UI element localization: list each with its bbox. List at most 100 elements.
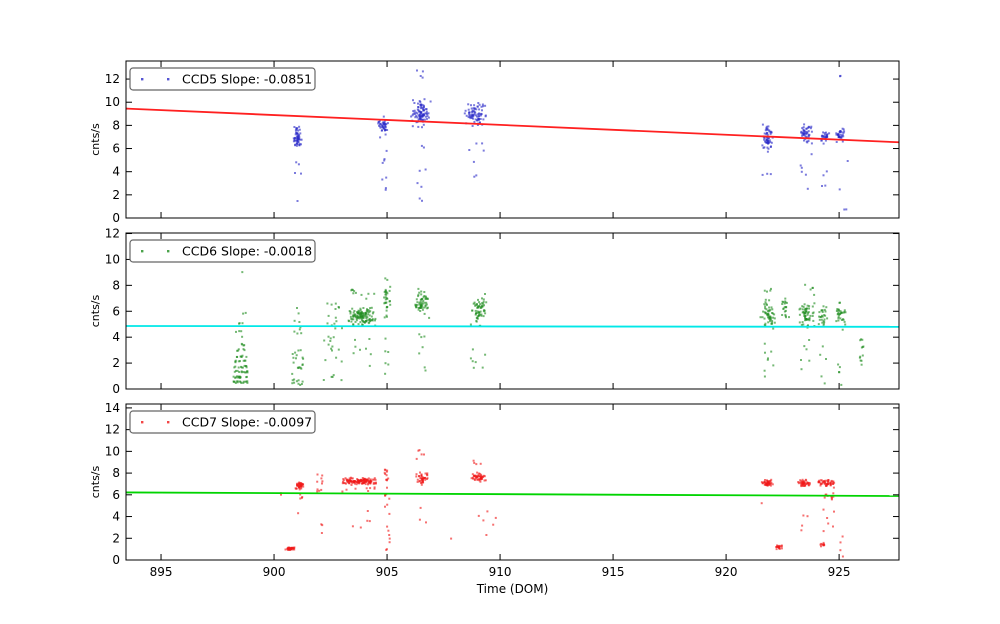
scatter-point	[474, 313, 477, 316]
scatter-point	[473, 110, 476, 113]
scatter-point	[330, 303, 333, 306]
scatter-point	[481, 109, 483, 112]
scatter-point	[242, 359, 245, 362]
scatter-point	[382, 121, 385, 124]
x-tick-label: 895	[150, 565, 173, 579]
scatter-point	[280, 493, 282, 496]
scatter-point	[240, 382, 243, 384]
scatter-point	[764, 307, 767, 310]
scatter-point	[419, 471, 421, 474]
scatter-point	[329, 340, 332, 342]
scatter-point	[803, 123, 806, 126]
scatter-point	[471, 125, 474, 127]
scatter-point	[368, 311, 371, 314]
scatter-point	[482, 300, 485, 303]
scatter-point	[822, 508, 825, 511]
scatter-point	[426, 472, 429, 475]
scatter-point	[412, 99, 414, 102]
scatter-point	[492, 523, 495, 526]
y-tick-label: 12	[105, 423, 120, 437]
scatter-point	[423, 98, 426, 101]
scatter-point	[473, 478, 476, 481]
scatter-point	[772, 316, 775, 319]
scatter-point	[828, 132, 831, 135]
scatter-point	[366, 309, 369, 311]
scatter-point	[801, 132, 804, 135]
scatter-point	[473, 104, 476, 107]
scatter-point	[478, 314, 480, 317]
scatter-point	[424, 296, 427, 299]
scatter-point	[423, 312, 426, 315]
scatter-point	[421, 308, 424, 311]
scatter-point	[784, 297, 787, 300]
scatter-point	[768, 129, 771, 132]
scatter-series-ccd7	[279, 449, 844, 558]
scatter-point	[326, 322, 329, 325]
scatter-point	[300, 143, 302, 146]
scatter-point	[386, 306, 389, 308]
scatter-point	[477, 102, 480, 104]
scatter-point	[354, 482, 357, 485]
scatter-point	[810, 142, 813, 145]
scatter-point	[369, 480, 372, 483]
scatter-point	[475, 463, 478, 466]
scatter-point	[359, 348, 361, 351]
scatter-point	[358, 316, 361, 319]
scatter-point	[823, 132, 826, 135]
scatter-point	[246, 381, 249, 384]
scatter-point	[299, 493, 302, 496]
y-tick-label: 8	[112, 118, 120, 132]
scatter-point	[841, 133, 844, 136]
scatter-point	[301, 380, 304, 383]
scatter-point	[467, 108, 470, 111]
scatter-point	[808, 305, 811, 308]
scatter-point	[352, 314, 355, 316]
scatter-point	[839, 74, 842, 77]
scatter-point	[297, 379, 300, 382]
scatter-point	[479, 310, 482, 313]
scatter-point	[357, 317, 359, 319]
scatter-point	[785, 301, 788, 304]
scatter-point	[414, 305, 417, 308]
scatter-point	[799, 307, 802, 310]
scatter-point	[784, 309, 787, 312]
scatter-point	[426, 477, 429, 480]
scatter-point	[807, 324, 809, 327]
scatter-point	[785, 316, 787, 319]
scatter-point	[802, 514, 805, 517]
scatter-point	[369, 487, 372, 490]
scatter-point	[801, 478, 804, 481]
scatter-point	[292, 137, 295, 140]
scatter-point	[470, 113, 473, 116]
scatter-point	[823, 308, 826, 311]
scatter-point	[415, 306, 418, 309]
scatter-point	[832, 495, 835, 498]
scatter-point	[476, 119, 479, 122]
scatter-point	[383, 291, 386, 293]
scatter-point	[769, 479, 772, 482]
scatter-point	[473, 121, 476, 123]
scatter-point	[470, 104, 472, 107]
scatter-point	[368, 318, 371, 321]
scatter-point	[416, 480, 419, 483]
scatter-point	[298, 484, 300, 487]
scatter-point	[764, 301, 767, 304]
scatter-point	[388, 300, 391, 303]
scatter-point	[805, 479, 808, 482]
scatter-point	[477, 475, 480, 478]
scatter-point	[764, 479, 766, 481]
scatter-point	[421, 199, 423, 202]
scatter-point	[841, 555, 844, 558]
scatter-point	[369, 320, 372, 322]
scatter-point	[367, 292, 370, 295]
scatter-point	[350, 480, 353, 482]
scatter-point	[803, 314, 806, 317]
scatter-point	[360, 310, 363, 313]
scatter-point	[351, 288, 354, 291]
scatter-point	[767, 480, 770, 483]
scatter-point	[760, 502, 763, 505]
scatter-point	[426, 113, 429, 116]
scatter-point	[770, 306, 773, 309]
scatter-point	[763, 138, 766, 141]
scatter-point	[471, 360, 474, 363]
